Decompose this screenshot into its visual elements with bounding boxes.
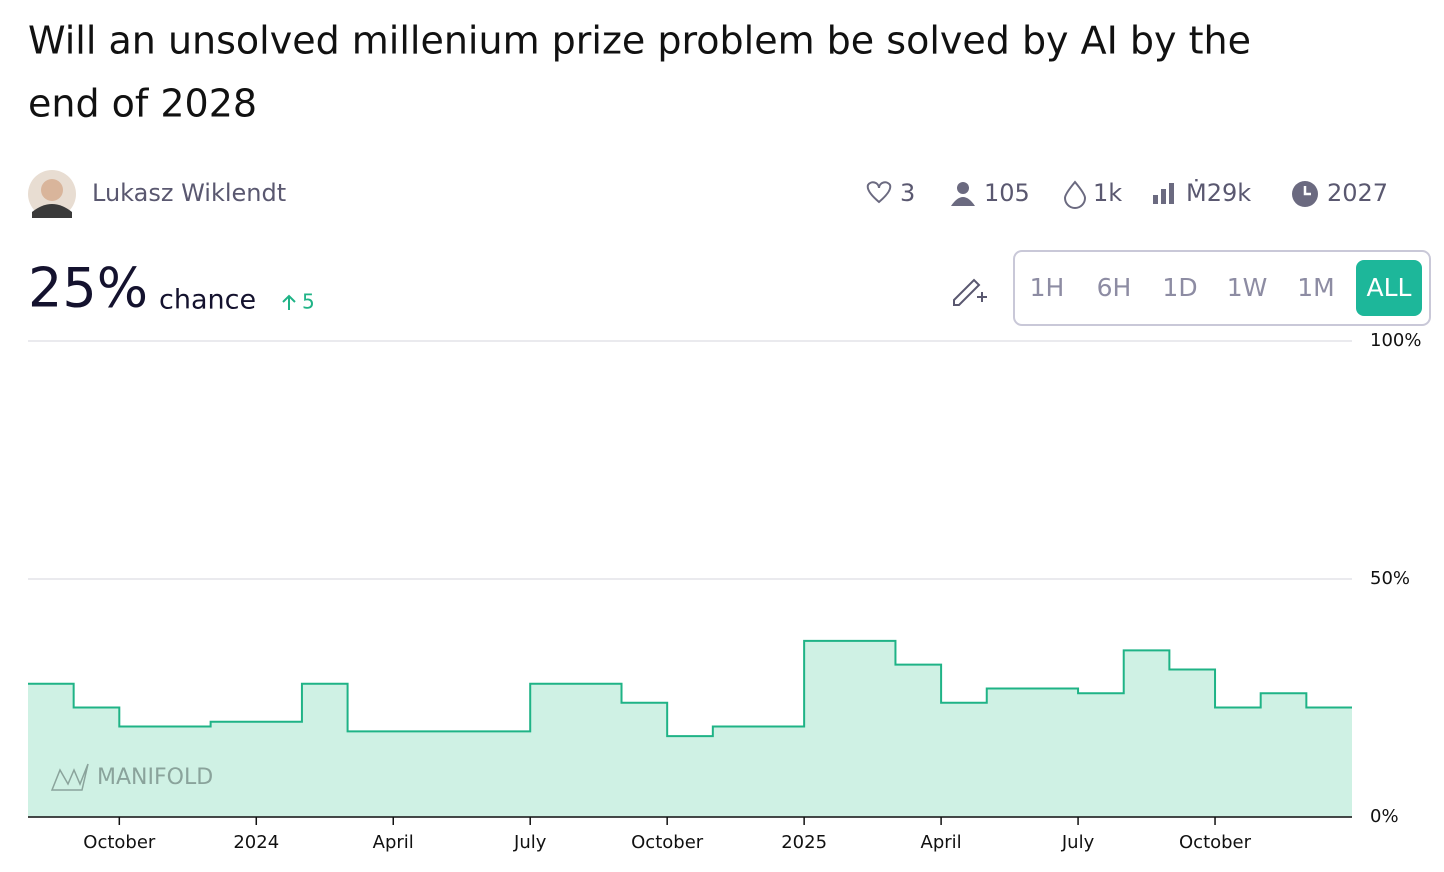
volume: Ṁ29k	[1186, 178, 1251, 207]
avatar-face	[41, 179, 63, 201]
time-button[interactable]: 1D	[1162, 273, 1197, 302]
time-range-group	[1013, 250, 1431, 326]
area	[28, 640, 1352, 817]
time-button[interactable]: ALL	[1367, 273, 1412, 302]
volume-icon	[1153, 183, 1174, 204]
avatar-shirt	[32, 204, 72, 218]
x-tick-label: April	[373, 832, 414, 853]
x-tick-label: October	[1179, 832, 1252, 853]
time-button[interactable]: 1W	[1227, 273, 1268, 302]
liquidity-icon	[1063, 180, 1087, 209]
probability-label: chance	[159, 285, 256, 316]
author[interactable]: Lukasz Wiklendt	[92, 179, 286, 207]
edit-icon[interactable]	[953, 278, 987, 306]
time-button[interactable]: 1M	[1297, 273, 1334, 302]
x-tick-label: April	[921, 832, 962, 853]
probability-change: 5	[302, 290, 315, 314]
x-tick-label: July	[513, 832, 547, 853]
time-button[interactable]: 6H	[1097, 273, 1132, 302]
title-line-2: end of 2028	[28, 82, 257, 126]
traders: 105	[984, 179, 1030, 207]
y-tick-label: 100%	[1370, 330, 1421, 351]
time-button-active[interactable]	[1356, 260, 1422, 316]
traders-icon	[951, 182, 975, 206]
time-button[interactable]: 1H	[1030, 273, 1065, 302]
like-icon[interactable]	[866, 181, 892, 204]
x-tick-label: 2024	[233, 832, 279, 853]
liquidity: 1k	[1093, 179, 1122, 207]
y-tick-label: 0%	[1370, 806, 1399, 827]
chart: 0% 50% 100% October 2024 April July October 2025…	[28, 330, 1421, 853]
close-date: 2027	[1327, 179, 1388, 207]
watermark-logo	[50, 763, 89, 791]
x-tick-label: October	[83, 832, 156, 853]
likes: 3	[900, 179, 915, 207]
x-tick-label: October	[631, 832, 704, 853]
watermark: MANIFOLD	[97, 765, 213, 790]
time-buttons: 1H 6H 1D 1W 1M ALL	[1030, 260, 1422, 316]
y-tick-label: 50%	[1370, 568, 1410, 589]
title-line-1: Will an unsolved millenium prize problem…	[28, 19, 1251, 63]
avatar[interactable]	[28, 170, 76, 218]
close-icon	[1292, 181, 1318, 207]
x-tick-label: July	[1061, 832, 1095, 853]
x-tick-label: 2025	[781, 832, 827, 853]
line	[28, 639, 1352, 738]
probability: 25%	[28, 257, 148, 320]
change-arrow	[282, 294, 296, 310]
